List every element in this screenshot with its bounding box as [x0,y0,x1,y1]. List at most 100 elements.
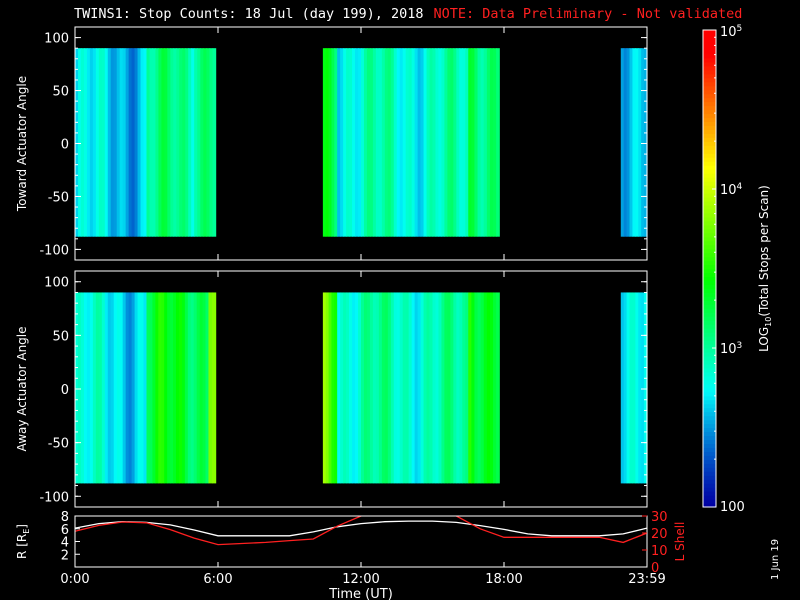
heatmap-cell [420,48,425,237]
colorbar-swatch [703,471,716,476]
colorbar-swatch [703,427,716,433]
heatmap-cell [363,48,368,237]
heatmap-cell [77,48,82,237]
heatmap-cell [203,48,208,237]
heatmap-cell [358,292,362,484]
heatmap-cell [83,48,88,237]
heatmap-cell [128,292,133,484]
colorbar-swatch [703,81,716,87]
colorbar-swatch [703,491,716,496]
heatmap-cell [122,292,127,484]
heatmap-cell [496,48,500,237]
heatmap-cell [173,292,177,484]
heatmap-cell [417,48,422,237]
colorbar-swatch [703,216,716,222]
heatmap-cell [369,48,374,237]
heatmap-cell [101,292,106,484]
colorbar-swatch [703,204,716,210]
colorbar-swatch [703,312,716,317]
colorbar-swatch [703,177,716,182]
colorbar-swatch [703,324,716,329]
heatmap-cell [462,48,466,237]
heatmap-cell [399,292,404,484]
heatmap-cell [134,48,139,237]
y-tick-label: 0 [61,383,69,398]
heatmap-cell [343,292,347,484]
heatmap-cell [131,292,136,484]
heatmap-cell [349,292,353,484]
heatmap-cell [447,292,451,484]
colorbar-swatch [703,149,716,154]
colorbar-swatch [703,459,716,464]
heatmap-cell [378,48,383,237]
colorbar-swatch [703,503,716,508]
heatmap-cell [402,292,407,484]
colorbar-tick-label: 104 [720,182,743,198]
heatmap-cell [438,292,443,484]
heatmap-cell [408,48,413,237]
colorbar-tick-label: 103 [720,341,742,357]
heatmap-cell [80,48,85,237]
heatmap-panel-away: -100 -50 0 50 100 Away Actuator Angle [15,270,648,508]
heatmap-cell [441,48,446,237]
heatmap-cell [176,292,180,484]
colorbar-swatch [703,483,716,488]
heatmap-cell [358,48,362,237]
heatmap-cell [471,292,476,484]
heatmap-cell [474,292,479,484]
heatmap-cell [137,292,142,484]
colorbar-swatch [703,228,716,234]
colorbar-swatch [703,276,716,282]
heatmap-cell [477,48,482,237]
heatmap-cell [623,292,628,484]
heatmap-cell [361,292,365,484]
heatmap-cell [396,292,401,484]
colorbar-swatch [703,105,716,111]
heatmap-cell [369,292,374,484]
heatmap-cell [489,292,494,484]
heatmap-cell [390,48,395,237]
colorbar-swatch [703,288,716,293]
heatmap-cell [191,48,195,237]
y-tick-label: 50 [52,329,69,344]
colorbar-swatch [703,363,716,369]
y-tick-label: 6 [61,523,69,538]
heatmap-cell [77,292,82,484]
colorbar-swatch [703,224,716,230]
colorbar-swatch [703,268,716,274]
y-tick-label: 8 [61,510,69,525]
heatmap-cell [190,292,195,484]
heatmap-cell [493,292,497,484]
title-text: TWINS1: Stop Counts: 18 Jul (day 199), 2… [74,6,424,22]
colorbar-swatch [703,304,716,309]
heatmap-cell [343,48,347,237]
colorbar-swatch [703,423,716,429]
x-tick-label: 23:59 [628,572,665,587]
heatmap-cell [459,292,463,484]
y-tick-label: -100 [39,490,69,505]
heatmap-cell [352,48,356,237]
heatmap-cell [125,292,130,484]
colorbar-swatch [703,431,716,437]
heatmap-cell [146,292,151,484]
heatmap-cell [456,292,460,484]
heatmap-cell [176,48,180,237]
heatmap-cell [474,48,479,237]
y-tick-label: 0 [61,138,69,153]
heatmap-cell [322,48,327,237]
colorbar-swatch [703,192,716,198]
colorbar-swatch [703,208,716,214]
heatmap-cell [334,48,338,237]
colorbar-swatch [703,33,716,39]
colorbar-swatch [703,395,716,401]
heatmap-cell [146,48,151,237]
colorbar-swatch [703,189,716,194]
heatmap-cell [140,292,145,484]
y-tick-label: 100 [44,276,69,291]
colorbar-swatch [703,411,716,417]
heatmap-cell [131,48,136,237]
colorbar-swatch [703,236,716,242]
heatmap-cell [641,48,645,237]
heatmap-cell [104,48,109,237]
